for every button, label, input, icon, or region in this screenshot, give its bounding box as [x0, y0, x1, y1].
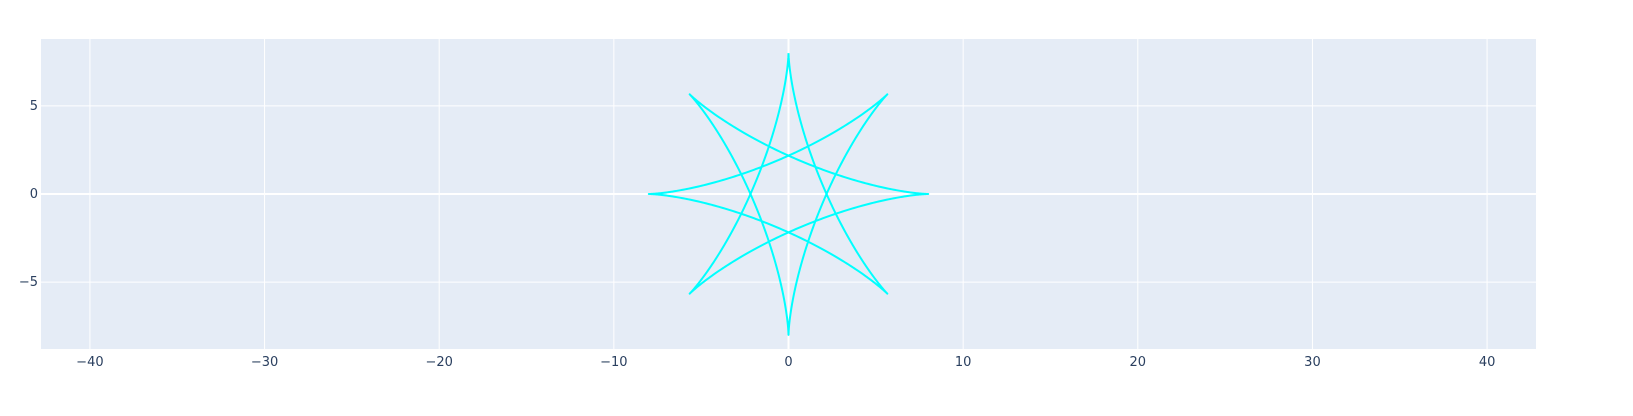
y-tick-label: −5 [19, 275, 38, 290]
x-tick-label: −40 [76, 355, 103, 370]
y-tick-label: 0 [30, 187, 38, 202]
series-line [647, 52, 930, 336]
x-tick-label: 20 [1130, 355, 1147, 370]
x-tick-label: −10 [600, 355, 627, 370]
x-tick-label: 0 [784, 355, 792, 370]
x-tick-label: 40 [1479, 355, 1496, 370]
x-tick-label: −20 [425, 355, 452, 370]
x-tick-label: 30 [1304, 355, 1321, 370]
grid-lines [41, 39, 1536, 349]
tick-labels: −40 −30 −20 −10 0 10 20 30 40 −5 0 5 [19, 99, 1496, 370]
x-tick-label: −30 [251, 355, 278, 370]
series-layer [647, 52, 930, 336]
x-tick-label: 10 [955, 355, 972, 370]
y-tick-label: 5 [30, 99, 38, 114]
